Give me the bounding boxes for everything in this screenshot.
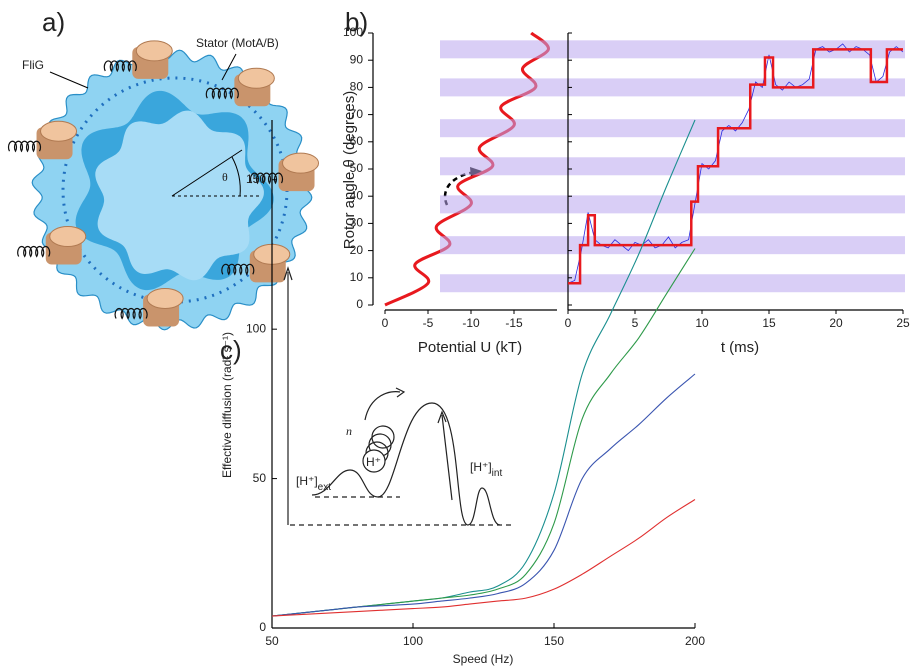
- x-tick-label: 25: [896, 316, 910, 330]
- panel-label: a): [42, 7, 65, 37]
- y-tick-label: 80: [350, 80, 364, 94]
- y-tick-label: 100: [246, 321, 266, 335]
- stator-top: [135, 40, 173, 62]
- x-axis-label: t (ms): [721, 339, 759, 356]
- inset-label-base: [H⁺]: [296, 474, 318, 488]
- pointer: [49, 71, 89, 89]
- y-tick-label: 0: [259, 620, 266, 634]
- x-axis-label: Potential U (kT): [418, 339, 522, 356]
- spring: [7, 140, 42, 153]
- x-tick-label: 5: [632, 316, 639, 330]
- inset-label-sub: int: [492, 468, 503, 479]
- y-tick-label: 50: [350, 161, 364, 175]
- line: [271, 119, 696, 617]
- band: [440, 157, 905, 176]
- y-tick-label: 40: [350, 188, 364, 202]
- panel-label: b): [345, 7, 368, 37]
- y-tick-label: 20: [350, 243, 364, 257]
- stator-top: [146, 288, 184, 310]
- stator-top: [40, 120, 78, 142]
- x-tick-label: 15: [762, 316, 776, 330]
- x-tick-label: -15: [505, 316, 523, 330]
- inset-ion: H⁺: [366, 455, 381, 469]
- x-tick-label: 10: [695, 316, 709, 330]
- line: [271, 499, 696, 617]
- x-tick-label: 20: [829, 316, 843, 330]
- x-tick-label: 0: [565, 316, 572, 330]
- line: [271, 248, 696, 617]
- inset-label-sub: ext: [318, 482, 332, 493]
- stator-top: [237, 67, 275, 89]
- x-tick-label: -5: [423, 316, 434, 330]
- spring: [114, 307, 148, 320]
- x-tick-label: -10: [462, 316, 480, 330]
- angle-arc: [231, 156, 241, 197]
- stators: [7, 40, 320, 327]
- y-tick-label: 100: [343, 25, 363, 39]
- angle-line: [171, 149, 243, 197]
- trace: [568, 48, 903, 285]
- inset-n: n: [346, 424, 352, 438]
- line: [271, 373, 696, 617]
- band: [440, 78, 905, 97]
- x-tick-label: 200: [685, 634, 705, 648]
- inset-label-base: [H⁺]: [470, 460, 492, 474]
- y-tick-label: 30: [350, 216, 364, 230]
- rotor-disc: [95, 110, 264, 281]
- y-tick-label: 10: [350, 270, 364, 284]
- spring: [221, 263, 255, 276]
- spring: [205, 87, 239, 100]
- inset: [283, 266, 512, 526]
- y-tick-label: 150: [246, 172, 266, 186]
- rotor-diagram: [7, 40, 320, 331]
- stator-top: [282, 152, 320, 174]
- x-tick-label: 150: [544, 634, 564, 648]
- y-tick-label: 60: [350, 134, 364, 148]
- spring: [17, 245, 51, 258]
- y-tick-label: 50: [253, 471, 267, 485]
- y-tick-label: 70: [350, 107, 364, 121]
- spring: [103, 60, 137, 73]
- y-axis-label: Rotor angle θ (degrees): [341, 91, 358, 249]
- panel-label: c): [220, 335, 242, 365]
- y-axis-label: Effective diffusion (rad² s⁻¹): [220, 332, 234, 478]
- stator-top: [49, 226, 87, 247]
- x-tick-label: 0: [382, 316, 389, 330]
- y-tick-label: 90: [350, 52, 364, 66]
- inset-label: [H⁺]ext: [296, 474, 331, 492]
- band: [440, 119, 905, 138]
- stator-label: Stator (MotA/B): [196, 36, 279, 50]
- angle-label: θ: [222, 170, 228, 184]
- fliG-label: FliG: [22, 58, 44, 72]
- band: [440, 195, 905, 214]
- y-tick-label: 0: [356, 297, 363, 311]
- x-tick-label: 50: [265, 634, 279, 648]
- x-tick-label: 100: [403, 634, 423, 648]
- pointer: [221, 53, 237, 81]
- band: [440, 40, 905, 59]
- x-axis-label: Speed (Hz): [453, 652, 514, 666]
- inset-label: [H⁺]int: [470, 460, 502, 478]
